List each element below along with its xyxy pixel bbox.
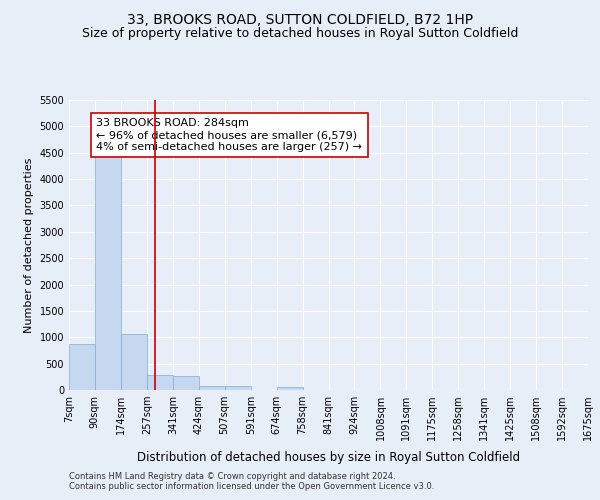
Bar — [121, 334, 147, 390]
Text: 33, BROOKS ROAD, SUTTON COLDFIELD, B72 1HP: 33, BROOKS ROAD, SUTTON COLDFIELD, B72 1… — [127, 12, 473, 26]
Text: Contains HM Land Registry data © Crown copyright and database right 2024.: Contains HM Land Registry data © Crown c… — [69, 472, 395, 481]
Bar — [95, 150, 121, 390]
Bar — [224, 386, 251, 390]
Bar — [69, 344, 95, 390]
Text: Size of property relative to detached houses in Royal Sutton Coldfield: Size of property relative to detached ho… — [82, 28, 518, 40]
X-axis label: Distribution of detached houses by size in Royal Sutton Coldfield: Distribution of detached houses by size … — [137, 452, 520, 464]
Bar — [277, 387, 302, 390]
Bar — [173, 376, 199, 390]
Bar — [147, 375, 173, 390]
Y-axis label: Number of detached properties: Number of detached properties — [24, 158, 34, 332]
Text: Contains public sector information licensed under the Open Government Licence v3: Contains public sector information licen… — [69, 482, 434, 491]
Text: 33 BROOKS ROAD: 284sqm
← 96% of detached houses are smaller (6,579)
4% of semi-d: 33 BROOKS ROAD: 284sqm ← 96% of detached… — [97, 118, 362, 152]
Bar — [199, 386, 224, 390]
